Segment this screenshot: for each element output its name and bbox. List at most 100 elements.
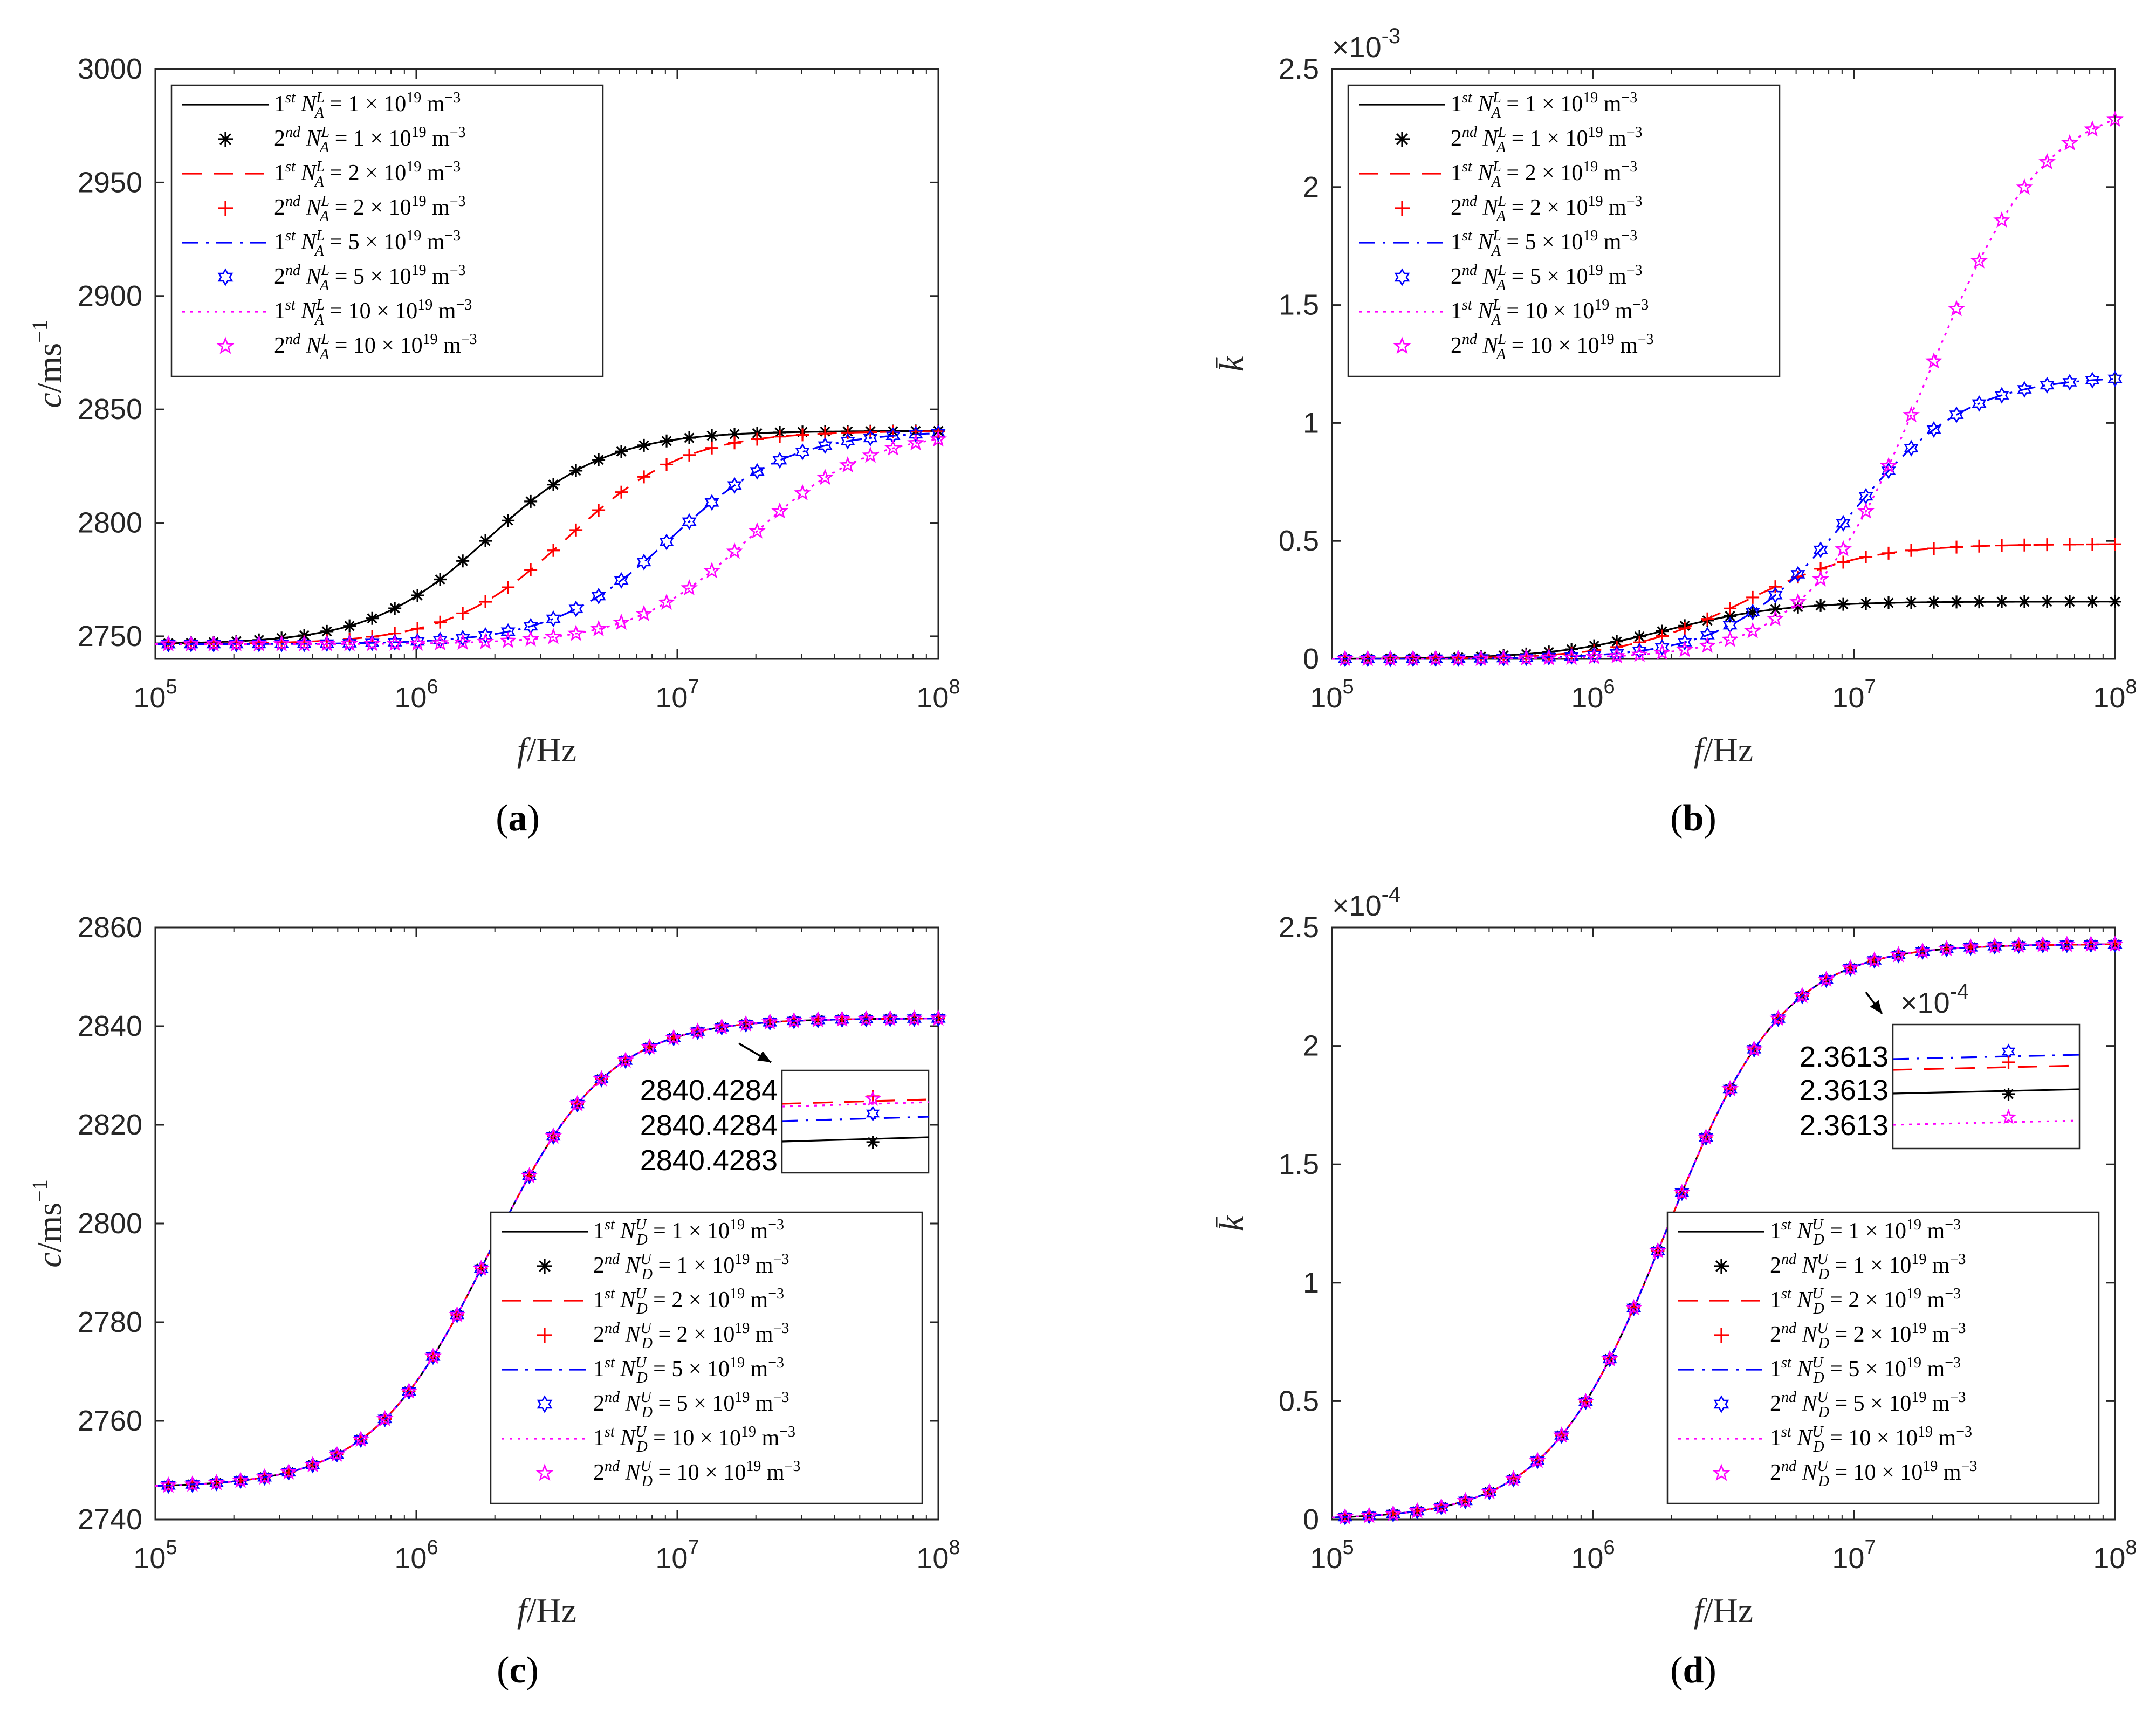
y-tick-label: 2760 bbox=[78, 1405, 142, 1437]
data-point bbox=[750, 463, 765, 480]
data-point bbox=[660, 458, 674, 471]
data-point bbox=[930, 1009, 947, 1026]
inset-box bbox=[1892, 1023, 2081, 1150]
data-point bbox=[1835, 540, 1852, 557]
legend-label: 1st NL A = 10 × 1019 m−3 bbox=[274, 297, 472, 328]
data-point bbox=[1769, 1009, 1787, 1026]
y-tick-label: 2900 bbox=[78, 280, 142, 312]
data-point bbox=[521, 1167, 537, 1185]
y-axis-label-text: c/ms−1 bbox=[28, 320, 68, 408]
data-point bbox=[641, 1038, 658, 1055]
data-point bbox=[353, 1431, 368, 1448]
legend-label: 1st NL A = 1 × 1019 m−3 bbox=[274, 90, 461, 121]
data-point bbox=[1336, 650, 1354, 666]
data-point bbox=[568, 600, 583, 617]
inset-value-label: 2.3613 bbox=[1800, 1041, 1889, 1073]
data-point bbox=[185, 1476, 200, 1493]
data-point bbox=[2109, 595, 2121, 608]
legend-label: 1st NU D = 1 × 1019 m−3 bbox=[593, 1217, 784, 1248]
data-point bbox=[229, 635, 244, 652]
data-point bbox=[1817, 970, 1835, 987]
data-point bbox=[1428, 650, 1443, 668]
data-point bbox=[1903, 406, 1920, 423]
data-point bbox=[1587, 647, 1602, 664]
data-point bbox=[341, 635, 359, 651]
data-point bbox=[1881, 462, 1896, 479]
data-point bbox=[796, 428, 809, 442]
legend-marker-sample bbox=[1393, 336, 1411, 354]
data-point bbox=[400, 1382, 418, 1399]
data-point bbox=[2041, 595, 2054, 608]
panel-c: 2740 2760 2780 2800 2820 2840 2860 105 106 107 108… bbox=[28, 911, 960, 1691]
data-point bbox=[683, 448, 696, 462]
legend-marker-sample bbox=[217, 268, 234, 286]
data-point bbox=[2035, 936, 2050, 954]
data-point bbox=[257, 1469, 272, 1486]
legend-box bbox=[1347, 84, 1781, 377]
y-axis-label-text: k̄ bbox=[1212, 1215, 1251, 1231]
data-point bbox=[545, 1127, 562, 1144]
data-point bbox=[232, 1472, 249, 1488]
inset-value-label: 2.3613 bbox=[1800, 1109, 1889, 1142]
data-point bbox=[1653, 643, 1671, 660]
data-point bbox=[659, 533, 674, 551]
data-point bbox=[1865, 951, 1883, 968]
y-exponent-label: ×10-3 bbox=[1332, 24, 1400, 64]
data-point bbox=[2041, 538, 2054, 552]
data-point bbox=[280, 1463, 298, 1480]
data-point bbox=[1602, 1350, 1617, 1367]
data-point bbox=[749, 522, 766, 539]
data-point bbox=[818, 437, 833, 455]
data-point bbox=[1859, 550, 1873, 563]
y-tick-label: 2800 bbox=[78, 507, 142, 539]
data-point bbox=[772, 452, 787, 469]
legend-marker-sample bbox=[1713, 1395, 1729, 1413]
data-point bbox=[726, 542, 743, 559]
y-axis-label: c/ms−1 bbox=[28, 320, 68, 408]
inset-line bbox=[781, 1098, 929, 1105]
series-4 bbox=[155, 1009, 947, 1493]
data-point bbox=[2086, 595, 2099, 608]
inset-point bbox=[866, 1105, 880, 1122]
inset-line bbox=[1892, 1054, 2080, 1060]
data-point bbox=[1814, 599, 1828, 612]
data-point bbox=[1745, 603, 1760, 621]
data-point bbox=[681, 579, 698, 596]
data-point bbox=[1673, 1184, 1691, 1200]
inset-point bbox=[866, 1136, 880, 1149]
data-point bbox=[1812, 570, 1829, 587]
data-point bbox=[881, 1009, 899, 1026]
data-point bbox=[2063, 595, 2077, 608]
legend-marker-sample bbox=[535, 1463, 554, 1481]
data-point bbox=[1995, 595, 2009, 609]
data-point bbox=[522, 630, 540, 647]
inset-line bbox=[1892, 1088, 2080, 1095]
legend-label: 2nd NL A = 5 × 1019 m−3 bbox=[1451, 262, 1643, 294]
data-point bbox=[1857, 502, 1875, 519]
legend-label: 1st NU D = 5 × 1019 m−3 bbox=[1770, 1355, 1961, 1386]
data-point bbox=[1948, 300, 1965, 317]
data-point bbox=[2040, 376, 2055, 394]
inset-box bbox=[781, 1069, 930, 1174]
y-tick-label: 2800 bbox=[78, 1207, 142, 1240]
data-point bbox=[160, 635, 177, 652]
data-point bbox=[160, 1476, 177, 1493]
data-point bbox=[546, 1128, 561, 1145]
data-point bbox=[208, 1474, 225, 1490]
data-point bbox=[1721, 630, 1739, 647]
data-point bbox=[835, 1011, 850, 1028]
data-point bbox=[1789, 593, 1807, 610]
data-point bbox=[1794, 987, 1811, 1004]
data-point bbox=[1795, 987, 1810, 1005]
data-point bbox=[592, 504, 606, 517]
data-point bbox=[859, 1011, 874, 1028]
legend-marker-sample bbox=[1394, 268, 1410, 286]
data-point bbox=[1770, 1010, 1786, 1027]
y-axis-label-text: c/ms−1 bbox=[28, 1179, 68, 1267]
data-point bbox=[228, 635, 245, 652]
legend-label: 2nd NU D = 1 × 1019 m−3 bbox=[1770, 1251, 1966, 1283]
data-point bbox=[1724, 609, 1737, 623]
data-point bbox=[714, 1019, 729, 1036]
data-point bbox=[884, 439, 902, 456]
legend-label: 2nd NL A = 10 × 1019 m−3 bbox=[1451, 331, 1654, 363]
